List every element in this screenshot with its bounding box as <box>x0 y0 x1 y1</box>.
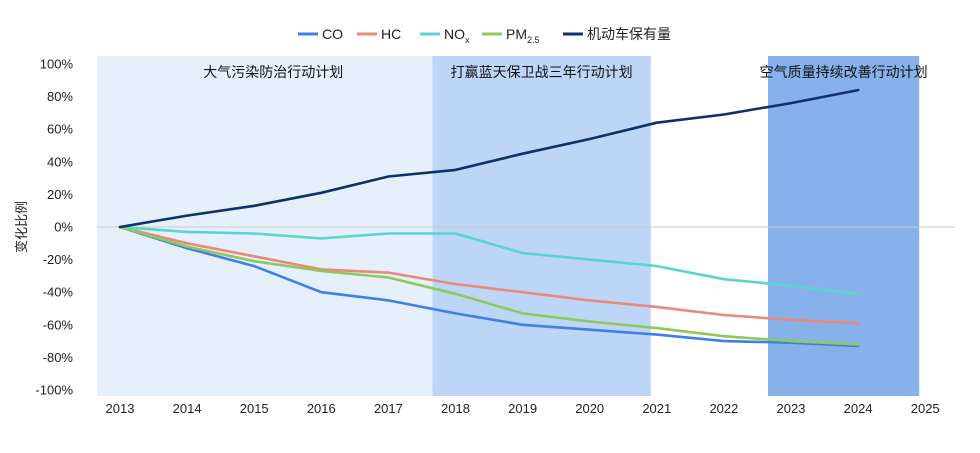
legend-label-1: CO <box>322 26 343 42</box>
series-line-3 <box>118 225 860 296</box>
series-line-5 <box>118 88 860 229</box>
legend-label-2: HC <box>381 26 401 42</box>
y-tick-label: -100% <box>35 383 73 398</box>
policy-band-3 <box>768 56 920 396</box>
x-tick-label: 2017 <box>374 401 403 416</box>
legend-label-text: HC <box>381 26 401 42</box>
policy-bands: 大气污染防治行动计划 打赢蓝天保卫战三年行动计划 空气质量持续改善行动计划 <box>97 56 928 396</box>
x-tick-label: 2021 <box>642 401 671 416</box>
x-axis-ticks: 2013 2014 2015 2016 2017 2018 2019 2020 2021 2022… <box>106 401 940 416</box>
series-lines <box>118 88 860 348</box>
x-tick-label: 2020 <box>575 401 604 416</box>
legend-label-subscript: x <box>465 35 470 45</box>
y-tick-label: 0% <box>54 220 73 235</box>
x-tick-label: 2024 <box>844 401 873 416</box>
y-tick-label: 20% <box>47 187 73 202</box>
x-tick-label: 2018 <box>441 401 470 416</box>
x-tick-label: 2013 <box>106 401 135 416</box>
y-tick-label: -60% <box>43 317 74 332</box>
x-tick-label: 2019 <box>508 401 537 416</box>
legend-label-4: PM2.5 <box>506 26 540 45</box>
y-tick-label: -20% <box>43 252 74 267</box>
series-line-1 <box>118 225 860 348</box>
y-axis-label: 变化比例 <box>14 201 30 253</box>
legend-label-3: NOx <box>444 26 470 45</box>
policy-band-2 <box>432 56 651 396</box>
x-tick-label: 2014 <box>173 401 202 416</box>
y-tick-label: 40% <box>47 154 73 169</box>
policy-band-label-3: 空气质量持续改善行动计划 <box>760 64 928 81</box>
policy-band-label-1: 大气污染防治行动计划 <box>203 65 343 81</box>
y-axis-ticks: 100% 80% 60% 40% 20% 0% -20% -40% -60% -80% -100% <box>35 57 73 398</box>
series-line-4 <box>118 225 860 346</box>
y-tick-label: 80% <box>47 89 73 104</box>
legend-label-5: 机动车保有量 <box>587 26 671 42</box>
series-line-2 <box>118 225 860 325</box>
x-tick-label: 2023 <box>777 401 806 416</box>
y-tick-label: -40% <box>43 285 74 300</box>
x-tick-label: 2022 <box>709 401 738 416</box>
y-tick-label: 100% <box>40 57 74 72</box>
x-tick-label: 2016 <box>307 401 336 416</box>
legend-label-text: 机动车保有量 <box>587 26 671 42</box>
legend: CO HC NOx PM2.5 机动车保有量 <box>298 26 671 45</box>
x-tick-label: 2025 <box>911 401 940 416</box>
x-tick-label: 2015 <box>240 401 269 416</box>
y-tick-label: -80% <box>43 350 74 365</box>
policy-band-1 <box>97 56 450 396</box>
y-tick-label: 60% <box>47 122 73 137</box>
legend-label-text: CO <box>322 26 343 42</box>
policy-band-label-2: 打赢蓝天保卫战三年行动计划 <box>451 64 633 81</box>
legend-label-subscript: 2.5 <box>527 35 540 45</box>
legend-label-text: NO <box>444 26 465 42</box>
legend-label-text: PM <box>506 26 527 42</box>
